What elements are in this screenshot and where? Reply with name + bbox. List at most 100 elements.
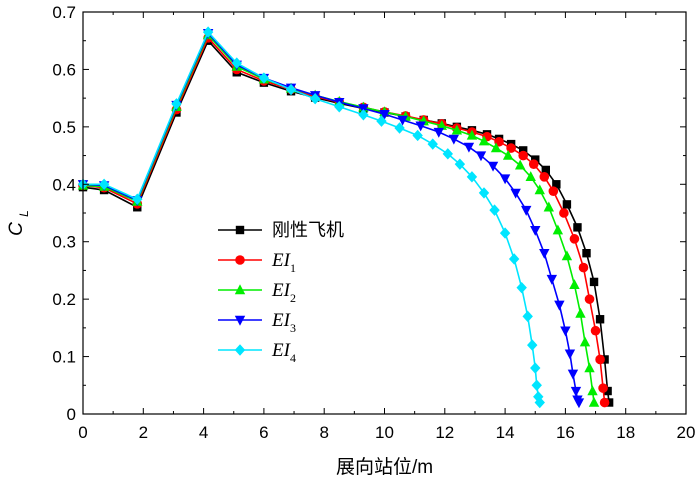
data-point <box>530 226 541 236</box>
data-point <box>466 129 478 140</box>
data-point <box>442 148 454 160</box>
data-point <box>599 397 610 408</box>
data-point <box>487 161 499 172</box>
data-point <box>334 101 345 113</box>
data-point <box>448 134 460 145</box>
data-point <box>562 200 572 209</box>
data-point <box>552 180 561 189</box>
data-point <box>454 158 466 170</box>
data-point <box>490 142 502 153</box>
legend-marker <box>234 284 246 295</box>
legend-label-subscript: 1 <box>290 261 296 275</box>
data-point <box>518 150 528 161</box>
series-4 <box>77 26 545 409</box>
data-point <box>530 362 541 374</box>
data-point <box>202 26 214 38</box>
data-point <box>582 249 591 258</box>
data-point <box>561 250 573 261</box>
data-point <box>575 307 586 318</box>
y-axis-title-main: C <box>6 222 27 236</box>
legend-marker <box>235 225 245 235</box>
series-line <box>83 30 541 403</box>
data-point <box>433 127 444 138</box>
data-point <box>525 171 536 182</box>
data-point <box>590 325 601 336</box>
data-point <box>466 171 478 183</box>
data-point <box>258 72 270 84</box>
data-point <box>573 398 585 409</box>
data-point <box>463 142 475 153</box>
data-point <box>552 224 564 235</box>
legend-label-subscript: 4 <box>290 351 296 365</box>
y-tick-label: 0 <box>67 405 76 424</box>
data-point <box>595 315 605 324</box>
data-point <box>478 187 490 199</box>
x-tick-label: 4 <box>199 423 208 442</box>
series-line <box>82 31 580 403</box>
data-point <box>528 159 539 169</box>
legend-entry: 刚性飞机 <box>218 220 344 241</box>
data-point <box>506 143 516 153</box>
x-tick-label: 16 <box>556 423 575 442</box>
data-point <box>499 174 511 185</box>
x-tick-label: 12 <box>435 423 454 442</box>
legend-marker <box>234 315 246 326</box>
data-point <box>514 159 526 170</box>
data-point <box>554 300 565 311</box>
x-tick-label: 0 <box>78 423 87 442</box>
data-point <box>539 172 550 182</box>
y-tick-label: 0.4 <box>52 175 76 194</box>
data-point <box>231 57 242 69</box>
data-point <box>397 115 408 126</box>
data-point <box>598 383 608 393</box>
y-tick-label: 0.1 <box>52 348 76 367</box>
y-tick-label: 0.6 <box>52 60 76 79</box>
data-point <box>394 122 405 134</box>
data-point <box>522 310 533 323</box>
legend-entry: EI4 <box>218 340 296 365</box>
data-point <box>412 129 423 142</box>
legend-label-main: EI <box>271 280 292 301</box>
data-point <box>132 193 143 205</box>
data-point <box>531 155 540 164</box>
data-point <box>543 201 555 212</box>
legend-label-main: 刚性飞机 <box>272 220 344 241</box>
data-point <box>578 262 589 273</box>
data-point <box>436 120 447 130</box>
legend-label: EI3 <box>271 310 296 335</box>
data-point <box>475 151 487 162</box>
data-point <box>603 386 612 396</box>
data-point <box>584 362 595 373</box>
data-point <box>309 93 321 105</box>
data-point <box>489 204 500 216</box>
data-point <box>548 186 559 196</box>
legend-label-main: EI <box>271 310 292 331</box>
data-point <box>539 249 550 259</box>
data-point <box>508 253 520 265</box>
x-tick-label: 18 <box>616 423 635 442</box>
legend-label-subscript: 2 <box>290 291 296 305</box>
data-point <box>560 326 571 337</box>
data-point <box>587 385 598 396</box>
legend-marker <box>235 255 245 265</box>
legend-marker <box>234 344 246 356</box>
data-point <box>415 121 426 132</box>
legend-label: EI4 <box>271 340 296 365</box>
legend-label-subscript: 3 <box>290 321 296 335</box>
data-point <box>573 223 582 232</box>
y-axis-title: C L <box>6 210 31 236</box>
legend-label-main: EI <box>271 250 292 271</box>
data-point <box>499 227 511 239</box>
data-point <box>564 349 576 360</box>
legend-label: 刚性飞机 <box>272 220 344 241</box>
data-point <box>569 279 580 289</box>
legend-label: EI1 <box>271 250 296 275</box>
series-line <box>82 36 606 403</box>
y-tick-label: 0.2 <box>52 290 76 309</box>
legend-label-main: EI <box>271 340 292 361</box>
x-tick-label: 6 <box>259 423 268 442</box>
x-tick-label: 8 <box>319 423 328 442</box>
